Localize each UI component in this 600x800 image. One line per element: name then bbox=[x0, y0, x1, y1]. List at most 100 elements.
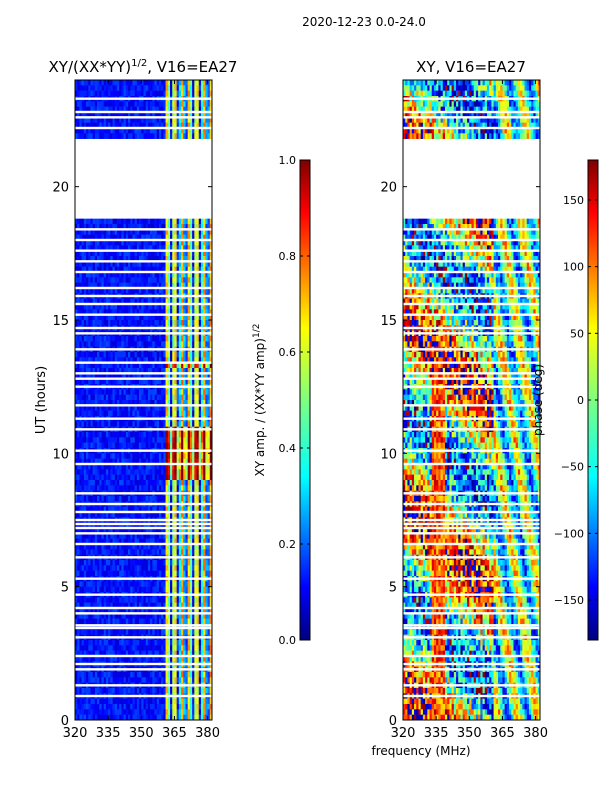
left-heatmap-cell bbox=[88, 480, 91, 486]
left-heatmap-cell bbox=[143, 250, 147, 257]
left-heatmap-cell bbox=[105, 544, 109, 550]
left-heatmap-cell bbox=[110, 218, 113, 225]
left-heatmap-cell bbox=[183, 565, 186, 571]
left-heatmap-cell bbox=[134, 85, 138, 91]
left-heatmap-cell bbox=[139, 410, 142, 417]
left-heatmap-cell bbox=[165, 533, 169, 539]
left-heatmap-cell bbox=[136, 250, 140, 257]
left-heatmap-cell bbox=[112, 469, 116, 475]
left-heatmap-cell bbox=[141, 389, 144, 395]
left-heatmap-cell bbox=[94, 101, 98, 107]
left-heatmap-cell bbox=[121, 341, 124, 347]
left-heatmap-cell bbox=[178, 394, 182, 401]
left-heatmap-cell bbox=[167, 314, 171, 321]
left-heatmap-cell bbox=[125, 421, 129, 427]
left-heatmap-cell bbox=[81, 112, 85, 118]
left-heatmap-cell bbox=[181, 117, 184, 123]
left-heatmap-cell bbox=[143, 133, 147, 139]
left-heatmap-cell bbox=[170, 122, 173, 129]
left-heatmap-cell bbox=[158, 442, 162, 449]
left-heatmap-cell bbox=[105, 373, 109, 379]
left-heatmap-cell bbox=[114, 410, 118, 417]
left-heatmap-cell bbox=[77, 485, 80, 491]
left-heatmap-cell bbox=[147, 464, 151, 470]
left-heatmap-cell bbox=[207, 240, 211, 246]
left-heatmap-cell bbox=[94, 549, 98, 555]
left-heatmap-cell bbox=[97, 362, 100, 369]
left-heatmap-cell bbox=[178, 389, 182, 395]
left-heatmap-cell bbox=[176, 453, 180, 459]
left-heatmap-cell bbox=[112, 581, 116, 587]
left-heatmap-cell bbox=[92, 309, 96, 315]
left-heatmap-cell bbox=[139, 442, 142, 449]
left-heatmap-cell bbox=[79, 314, 82, 321]
left-heatmap-cell bbox=[207, 362, 211, 369]
left-heatmap-cell bbox=[192, 544, 195, 550]
left-heatmap-cell bbox=[161, 394, 164, 401]
left-heatmap-cell bbox=[139, 549, 142, 555]
left-heatmap-cell bbox=[116, 581, 120, 587]
left-heatmap-cell bbox=[88, 128, 91, 134]
left-heatmap-cell bbox=[139, 336, 142, 342]
left-heatmap-cell bbox=[200, 405, 204, 411]
left-heatmap-cell bbox=[110, 432, 113, 438]
left-heatmap-cell bbox=[121, 122, 124, 129]
left-heatmap-cell bbox=[134, 298, 138, 305]
left-heatmap-cell bbox=[198, 570, 202, 577]
left-heatmap-cell bbox=[121, 352, 124, 358]
left-heatmap-cell bbox=[189, 362, 193, 369]
left-heatmap-cell bbox=[136, 421, 140, 427]
left-heatmap-cell bbox=[152, 362, 155, 369]
left-heatmap-cell bbox=[158, 522, 162, 529]
left-heatmap-cell bbox=[75, 405, 78, 411]
left-heatmap-cell bbox=[134, 352, 138, 358]
left-heatmap-cell bbox=[145, 298, 149, 305]
left-heatmap-cell bbox=[86, 389, 89, 395]
left-heatmap-cell bbox=[198, 128, 202, 134]
left-heatmap-cell bbox=[114, 394, 118, 401]
left-heatmap-cell bbox=[147, 453, 151, 459]
left-heatmap-cell bbox=[158, 453, 162, 459]
left-heatmap-cell bbox=[110, 357, 113, 363]
left-heatmap-cell bbox=[189, 474, 193, 481]
left-heatmap-cell bbox=[200, 117, 204, 123]
left-heatmap-cell bbox=[163, 240, 166, 246]
left-heatmap-cell bbox=[123, 469, 127, 475]
left-heatmap-cell bbox=[167, 117, 171, 123]
left-heatmap-cell bbox=[181, 80, 184, 86]
left-heatmap-cell bbox=[203, 400, 206, 406]
left-heatmap-cell bbox=[81, 485, 85, 491]
left-heatmap-cell bbox=[88, 309, 91, 315]
left-heatmap-cell bbox=[185, 112, 188, 118]
left-heatmap-cell bbox=[110, 378, 113, 385]
left-heatmap-cell bbox=[88, 90, 91, 97]
left-heatmap-cell bbox=[170, 506, 173, 513]
left-heatmap-cell bbox=[165, 400, 169, 406]
left-heatmap-cell bbox=[209, 288, 212, 294]
left-heatmap-cell bbox=[194, 282, 197, 289]
left-heatmap-cell bbox=[178, 341, 182, 347]
left-heatmap-cell bbox=[121, 453, 124, 459]
left-heatmap-cell bbox=[145, 352, 149, 358]
left-heatmap-cell bbox=[156, 464, 160, 470]
left-heatmap-cell bbox=[198, 538, 202, 545]
left-heatmap-cell bbox=[189, 245, 193, 251]
left-heatmap-cell bbox=[134, 288, 138, 294]
left-heatmap-cell bbox=[114, 389, 118, 395]
left-heatmap-cell bbox=[176, 362, 180, 369]
left-heatmap-cell bbox=[194, 485, 197, 491]
left-heatmap-cell bbox=[147, 261, 151, 267]
left-heatmap-cell bbox=[125, 368, 129, 374]
left-heatmap-cell bbox=[116, 549, 120, 555]
left-heatmap-cell bbox=[88, 496, 91, 502]
left-heatmap-cell bbox=[207, 437, 211, 443]
left-heatmap-cell bbox=[88, 288, 91, 294]
left-heatmap-cell bbox=[132, 437, 135, 443]
left-heatmap-cell bbox=[90, 421, 93, 427]
left-heatmap-cell bbox=[97, 405, 100, 411]
left-heatmap-cell bbox=[105, 112, 109, 118]
left-heatmap-cell bbox=[119, 373, 122, 379]
left-heatmap-cell bbox=[90, 122, 93, 129]
left-heatmap-cell bbox=[128, 389, 131, 395]
left-heatmap-cell bbox=[198, 122, 202, 129]
